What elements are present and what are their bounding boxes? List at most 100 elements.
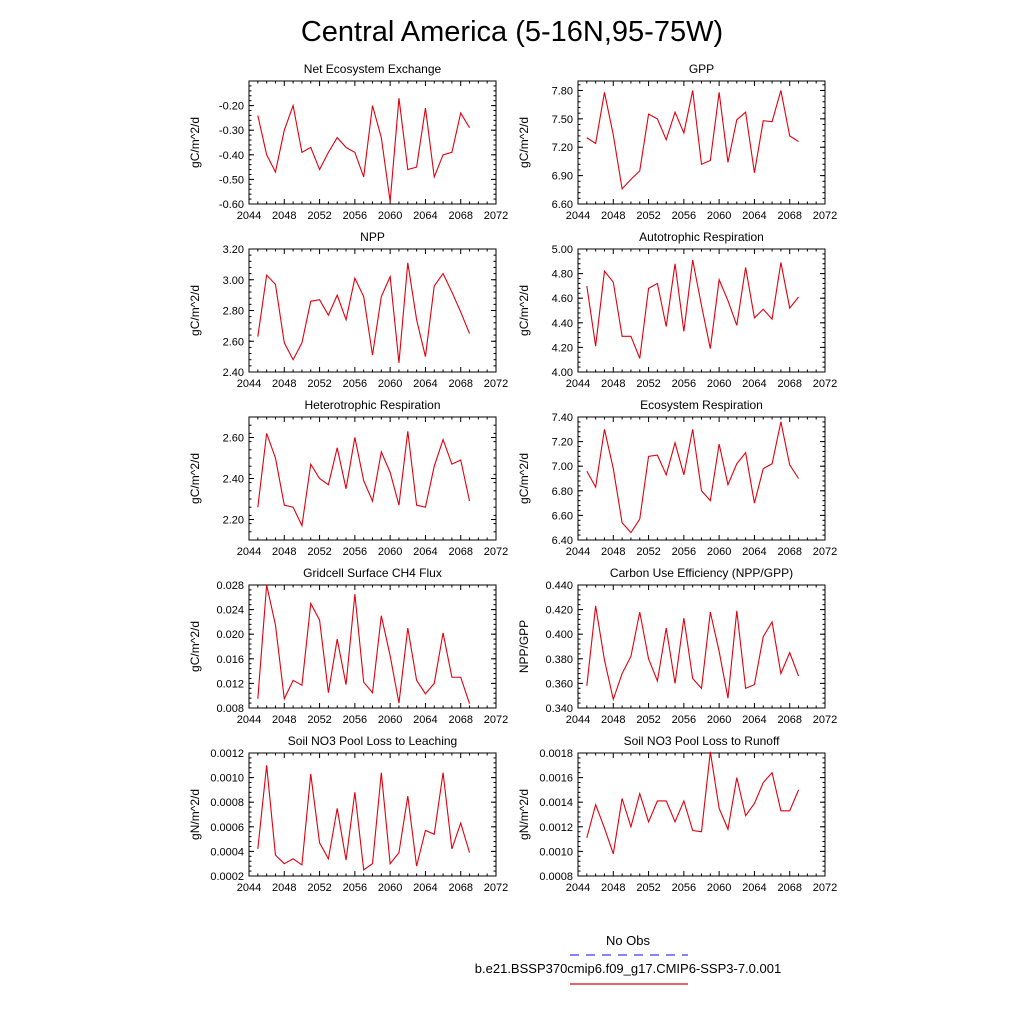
- x-tick-label: 2072: [484, 882, 508, 894]
- x-tick-label: 2052: [307, 378, 331, 390]
- y-tick-label: 0.012: [216, 678, 244, 690]
- y-tick-label: 4.40: [552, 318, 573, 330]
- y-axis-label: gC/m^2/d: [188, 621, 202, 672]
- y-tick-label: 0.0008: [539, 871, 573, 883]
- y-tick-label: 7.40: [552, 412, 573, 424]
- series-line: [257, 584, 471, 704]
- y-tick-label: -0.20: [219, 101, 244, 113]
- x-tick-label: 2072: [813, 210, 837, 222]
- x-tick-label: 2044: [566, 882, 590, 894]
- x-tick-label: 2068: [448, 210, 472, 222]
- panel-title: Soil NO3 Pool Loss to Leaching: [288, 734, 457, 748]
- x-tick-label: 2052: [636, 378, 660, 390]
- x-tick-label: 2052: [636, 546, 660, 558]
- figure-title: Central America (5-16N,95-75W): [301, 16, 723, 48]
- y-tick-label: 0.420: [545, 605, 573, 617]
- panel-soil-no3-pool-loss-to-leaching: Soil NO3 Pool Loss to Leaching gN/m^2/d 20…: [188, 734, 508, 894]
- y-tick-label: 4.60: [552, 293, 573, 305]
- y-tick-label: 0.0010: [210, 773, 244, 785]
- panel-title: Carbon Use Efficiency (NPP/GPP): [610, 566, 793, 580]
- series-line: [586, 605, 800, 702]
- x-tick-label: 2064: [742, 210, 766, 222]
- y-tick-label: 2.60: [223, 433, 244, 445]
- x-tick-label: 2060: [707, 546, 731, 558]
- x-tick-label: 2064: [742, 546, 766, 558]
- x-tick-label: 2044: [237, 714, 261, 726]
- y-tick-label: 0.400: [545, 629, 573, 641]
- x-tick-label: 2052: [307, 714, 331, 726]
- x-tick-label: 2068: [448, 882, 472, 894]
- y-tick-label: -0.40: [219, 150, 244, 162]
- y-tick-label: 0.0018: [539, 748, 573, 760]
- y-tick-label: 0.008: [216, 703, 244, 715]
- y-axis-label: gC/m^2/d: [517, 117, 531, 168]
- x-tick-label: 2052: [636, 882, 660, 894]
- x-tick-label: 2072: [484, 378, 508, 390]
- x-tick-label: 2056: [343, 210, 367, 222]
- x-tick-label: 2072: [813, 546, 837, 558]
- x-tick-label: 2052: [307, 882, 331, 894]
- plot-frame: [577, 584, 826, 709]
- y-tick-label: -0.30: [219, 125, 244, 137]
- x-tick-label: 2044: [566, 210, 590, 222]
- y-tick-label: 7.00: [552, 461, 573, 473]
- y-tick-label: 4.80: [552, 269, 573, 281]
- x-tick-label: 2064: [413, 714, 437, 726]
- y-tick-label: 0.0002: [210, 871, 244, 883]
- x-tick-label: 2068: [777, 546, 801, 558]
- y-axis-label: gC/m^2/d: [517, 453, 531, 504]
- plot-frame: [248, 416, 497, 541]
- x-tick-label: 2060: [707, 714, 731, 726]
- x-tick-label: 2056: [343, 378, 367, 390]
- y-tick-label: 7.50: [552, 114, 573, 126]
- panel-gpp: GPP gC/m^2/d 2044 2048 2052 2056 2060 2064 2068 2…: [517, 62, 837, 222]
- series-line: [257, 262, 471, 363]
- panel-autotrophic-respiration: Autotrophic Respiration gC/m^2/d 2044 2048 2…: [517, 230, 837, 390]
- series-line: [257, 765, 471, 871]
- x-tick-label: 2048: [272, 546, 296, 558]
- legend-obs-label: No Obs: [606, 933, 651, 948]
- x-tick-label: 2044: [566, 546, 590, 558]
- series-line: [257, 431, 471, 528]
- x-tick-label: 2060: [378, 882, 402, 894]
- y-tick-label: 4.00: [552, 367, 573, 379]
- x-tick-label: 2064: [742, 882, 766, 894]
- y-tick-label: 6.60: [552, 199, 573, 211]
- y-tick-label: 0.440: [545, 580, 573, 592]
- x-tick-label: 2052: [307, 546, 331, 558]
- x-tick-label: 2064: [413, 210, 437, 222]
- x-tick-label: 2048: [272, 210, 296, 222]
- x-tick-label: 2068: [448, 714, 472, 726]
- panel-title: Gridcell Surface CH4 Flux: [303, 566, 442, 580]
- y-tick-label: 3.00: [223, 275, 244, 287]
- panel-title: Soil NO3 Pool Loss to Runoff: [624, 734, 781, 748]
- x-tick-label: 2044: [566, 714, 590, 726]
- x-tick-label: 2064: [742, 378, 766, 390]
- series-line: [586, 751, 800, 855]
- x-tick-label: 2048: [601, 714, 625, 726]
- panel-title: GPP: [689, 62, 714, 76]
- x-tick-label: 2068: [448, 546, 472, 558]
- x-tick-label: 2056: [343, 546, 367, 558]
- y-tick-label: 6.80: [552, 486, 573, 498]
- y-tick-label: 6.90: [552, 171, 573, 183]
- x-tick-label: 2072: [813, 714, 837, 726]
- x-tick-label: 2060: [378, 546, 402, 558]
- panel-title: Heterotrophic Respiration: [304, 398, 440, 412]
- y-tick-label: 7.20: [552, 142, 573, 154]
- y-tick-label: 2.40: [223, 474, 244, 486]
- y-tick-label: 6.60: [552, 510, 573, 522]
- series-line: [586, 259, 799, 359]
- plot-frame: [577, 752, 826, 877]
- plot-frame: [577, 248, 826, 373]
- x-tick-label: 2056: [672, 210, 696, 222]
- x-tick-label: 2060: [707, 210, 731, 222]
- y-tick-label: 0.0006: [210, 822, 244, 834]
- x-tick-label: 2060: [707, 378, 731, 390]
- y-tick-label: 7.20: [552, 437, 573, 449]
- y-tick-label: 0.0016: [539, 773, 573, 785]
- legend: No Obs b.e21.BSSP370cmip6.f09_g17.CMIP6-…: [475, 933, 781, 985]
- x-tick-label: 2048: [601, 378, 625, 390]
